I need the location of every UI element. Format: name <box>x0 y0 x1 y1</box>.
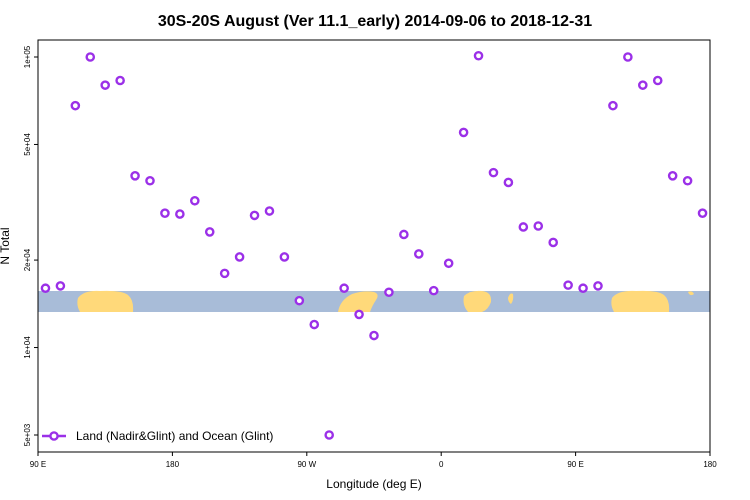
data-point <box>548 237 559 248</box>
data-point <box>249 210 260 221</box>
data-point <box>384 287 394 298</box>
data-point <box>593 281 603 291</box>
data-point <box>443 258 454 269</box>
x-axis: 90 E 180 90 W 0 90 E 180 <box>30 452 717 469</box>
data-point <box>623 52 633 62</box>
data-point <box>100 80 110 90</box>
x-tick-label: 0 <box>439 460 444 469</box>
data-point <box>189 195 200 206</box>
data-point <box>70 100 81 111</box>
data-point <box>130 171 140 181</box>
plot-frame <box>37 39 711 453</box>
data-point <box>115 75 125 86</box>
data-point <box>85 52 96 62</box>
land-new-zealand <box>688 291 694 296</box>
data-point <box>503 177 514 188</box>
data-point <box>324 430 335 440</box>
data-point <box>369 330 379 341</box>
map-background <box>38 290 710 312</box>
data-point <box>533 221 544 231</box>
x-tick-label: 180 <box>703 460 717 469</box>
land-australia-2 <box>611 290 670 312</box>
y-tick-label: 1e+04 <box>23 336 32 359</box>
data-point <box>697 208 708 218</box>
data-point <box>294 295 305 306</box>
data-point <box>309 319 320 330</box>
land-africa <box>463 290 492 312</box>
data-point <box>578 283 588 294</box>
x-tick-label: 90 W <box>297 460 316 469</box>
y-tick-label: 1e+05 <box>23 45 32 68</box>
y-axis: 5e+03 1e+04 2e+04 5e+04 1e+05 <box>23 45 38 446</box>
data-point <box>428 285 439 296</box>
data-point <box>145 175 155 186</box>
data-point <box>160 208 170 218</box>
data-point <box>399 229 409 240</box>
land-madagascar <box>508 293 514 304</box>
x-axis-label: Longitude (deg E) <box>326 477 421 491</box>
data-point <box>488 167 499 178</box>
data-point <box>473 50 484 61</box>
data-points <box>40 50 708 440</box>
data-point <box>682 175 693 186</box>
data-point <box>458 127 469 138</box>
data-point <box>518 222 529 232</box>
data-point <box>219 268 230 279</box>
land-australia-1 <box>77 290 134 312</box>
legend: Land (Nadir&Glint) and Ocean (Glint) <box>42 429 273 443</box>
chart-title: 30S-20S August (Ver 11.1_early) 2014-09-… <box>158 13 592 30</box>
x-tick-label: 180 <box>166 460 180 469</box>
data-point <box>652 75 663 86</box>
legend-marker <box>49 431 59 441</box>
data-point <box>667 171 678 181</box>
data-point <box>354 309 364 320</box>
data-point <box>638 80 648 90</box>
land-south-america <box>338 291 378 312</box>
data-point <box>264 206 275 216</box>
x-tick-label: 90 E <box>567 460 583 469</box>
y-tick-label: 5e+04 <box>23 133 32 156</box>
data-point <box>204 227 215 237</box>
data-point <box>339 283 349 294</box>
data-point <box>608 100 618 111</box>
data-point <box>55 281 66 291</box>
data-point <box>279 252 290 262</box>
legend-label: Land (Nadir&Glint) and Ocean (Glint) <box>76 429 273 443</box>
y-tick-label: 5e+03 <box>23 423 32 446</box>
y-tick-label: 2e+04 <box>23 248 32 271</box>
x-tick-label: 90 E <box>30 460 46 469</box>
data-point <box>40 283 51 294</box>
data-point <box>413 249 424 259</box>
data-point <box>234 252 245 262</box>
y-axis-label: N Total <box>0 227 12 264</box>
data-point <box>563 280 573 290</box>
data-point <box>175 209 185 219</box>
